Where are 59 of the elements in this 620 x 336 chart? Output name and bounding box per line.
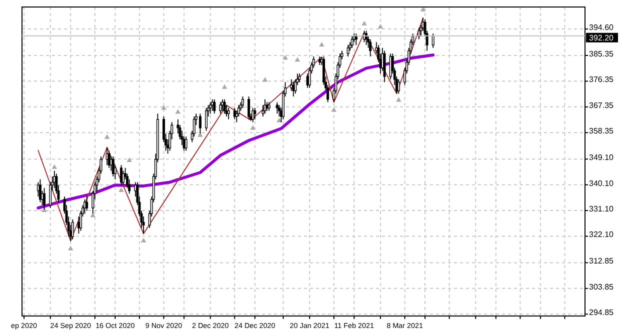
y-tick-label: 340.10 — [589, 178, 614, 188]
candlestick — [213, 98, 216, 114]
candlestick — [227, 107, 230, 120]
line-series — [38, 17, 424, 242]
point — [276, 118, 282, 122]
y-tick-label: 376.35 — [589, 75, 614, 84]
point — [198, 132, 203, 137]
point — [378, 24, 384, 29]
point — [52, 164, 58, 169]
candlestick — [219, 102, 222, 114]
point — [319, 42, 324, 47]
y-tick-label: 394.60 — [589, 23, 614, 32]
y-tick-label: 294.85 — [589, 308, 614, 318]
ref-line-label: 392.20 — [589, 33, 614, 42]
point — [104, 134, 110, 139]
point — [140, 238, 146, 242]
candlestick — [38, 178, 42, 203]
point — [126, 157, 132, 162]
candlestick — [383, 50, 386, 83]
point — [250, 125, 256, 130]
candlestick — [233, 107, 236, 120]
y-tick-label: 349.10 — [589, 153, 614, 162]
candlestick — [223, 98, 226, 114]
y-tick-label: 331.10 — [589, 204, 614, 214]
point — [175, 109, 181, 114]
candlestick — [432, 33, 434, 48]
point — [90, 212, 96, 218]
point — [282, 55, 288, 60]
candlestick — [221, 98, 224, 112]
candlestick — [205, 107, 208, 132]
point — [331, 107, 337, 112]
point — [362, 20, 367, 26]
candlestick — [422, 17, 424, 32]
y-tick-label: 303.85 — [589, 282, 614, 292]
candlestick — [350, 36, 354, 48]
candlestick — [276, 102, 278, 114]
point — [396, 97, 402, 102]
point — [118, 187, 124, 192]
point — [294, 57, 300, 62]
y-tick-label: 322.10 — [589, 230, 614, 240]
candlestick — [112, 156, 114, 177]
candlestick — [397, 78, 400, 94]
y-tick-label: 367.35 — [589, 100, 614, 110]
candlestick — [184, 136, 188, 152]
candlestick — [241, 96, 244, 108]
y-tick-label: 358.35 — [589, 126, 614, 136]
candlestick — [108, 150, 110, 168]
candlestick — [254, 107, 256, 120]
y-tick-label: 312.85 — [589, 256, 614, 266]
candlestick — [346, 44, 350, 57]
point — [222, 84, 228, 89]
candlestick — [369, 38, 372, 57]
point — [262, 77, 268, 82]
candlestick — [86, 196, 88, 212]
point — [161, 105, 166, 110]
y-tick-label: 385.35 — [589, 49, 614, 58]
candlestick — [209, 102, 212, 114]
candlestick — [71, 218, 74, 240]
point — [68, 246, 74, 250]
